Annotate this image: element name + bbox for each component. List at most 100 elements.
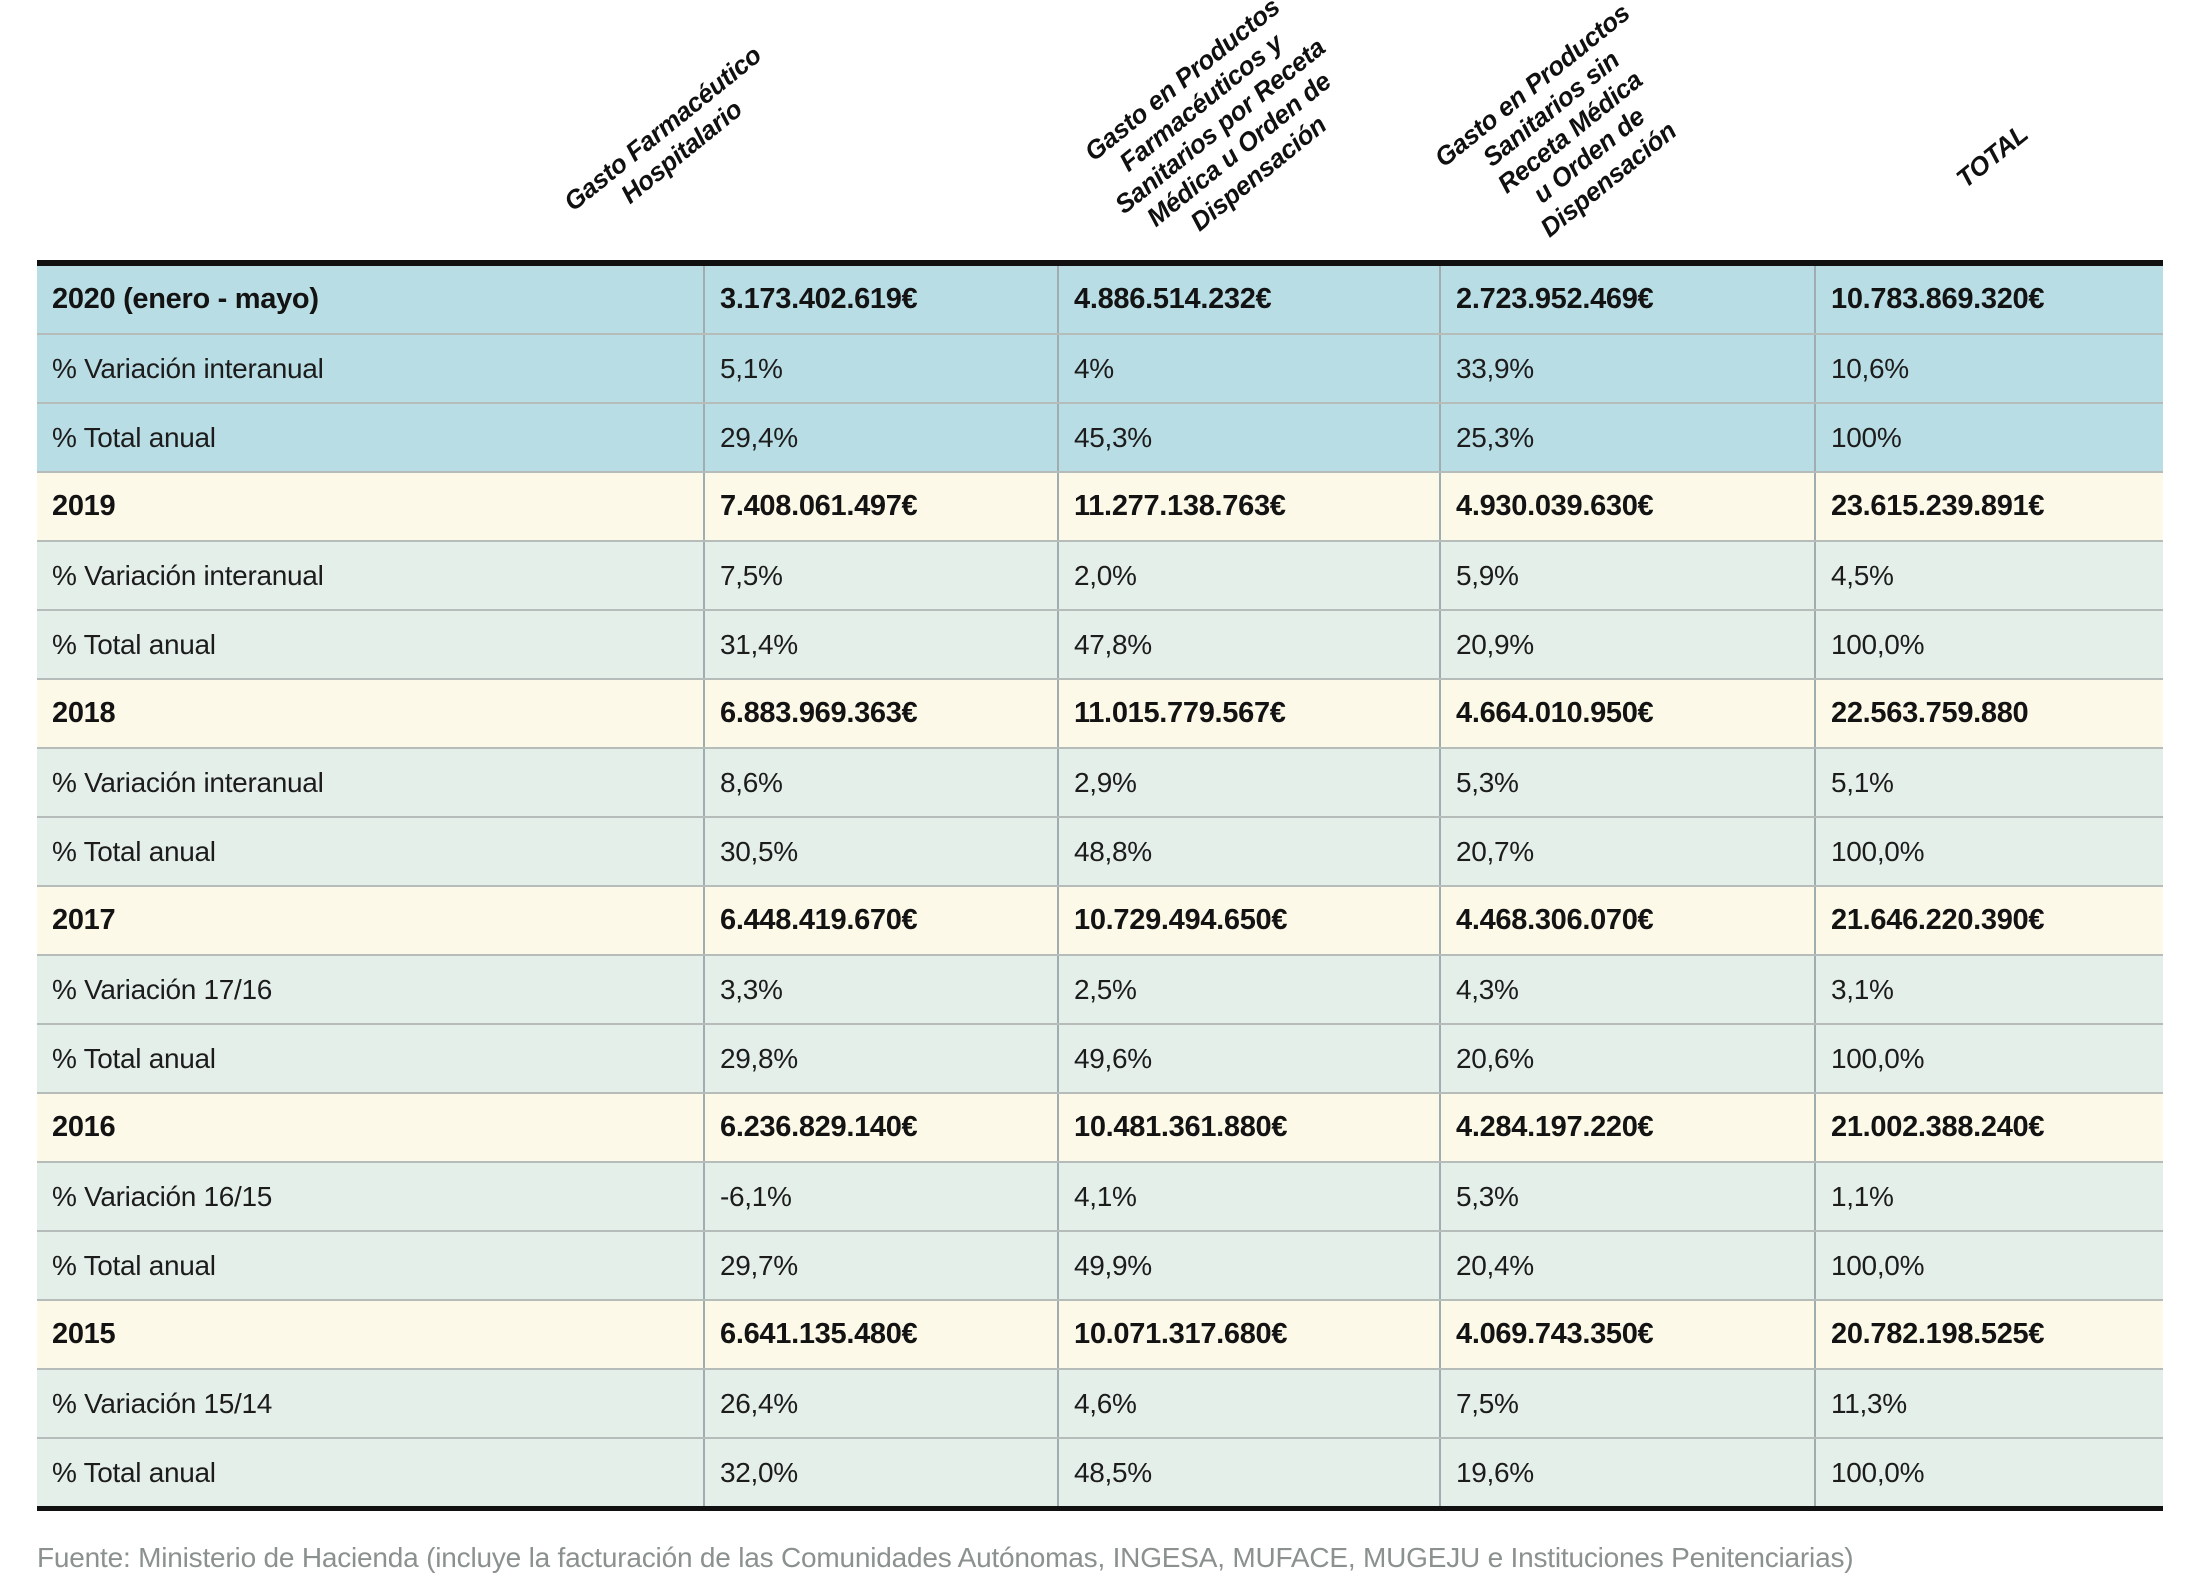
cell-value: 21.002.388.240€ [1814, 1094, 2163, 1161]
cell-value: 7.408.061.497€ [703, 473, 1057, 540]
cell-value: 4,1% [1057, 1163, 1439, 1230]
cell-value: 11.277.138.763€ [1057, 473, 1439, 540]
column-header-total: TOTAL [1950, 118, 2034, 194]
table-row-metric: % Total anual 32,0% 48,5% 19,6% 100,0% [37, 1437, 2163, 1506]
cell-value: 31,4% [703, 611, 1057, 678]
cell-value: 48,5% [1057, 1439, 1439, 1506]
cell-value: 20.782.198.525€ [1814, 1301, 2163, 1368]
table-row-year: 2018 6.883.969.363€ 11.015.779.567€ 4.664.0… [37, 678, 2163, 747]
row-label: % Variación 15/14 [52, 1387, 273, 1419]
cell-value: 2,9% [1057, 749, 1439, 816]
row-label: % Total anual [52, 835, 216, 867]
cell-value: -6,1% [703, 1163, 1057, 1230]
cell-value: 23.615.239.891€ [1814, 473, 2163, 540]
row-label: % Variación 16/15 [52, 1180, 273, 1212]
cell-value: 2.723.952.469€ [1439, 266, 1814, 333]
cell-value: 48,8% [1057, 818, 1439, 885]
cell-value: 29,8% [703, 1025, 1057, 1092]
table-row-metric: % Total anual 31,4% 47,8% 20,9% 100,0% [37, 609, 2163, 678]
table-row-year: 2016 6.236.829.140€ 10.481.361.880€ 4.284.1… [37, 1092, 2163, 1161]
cell-value: 100,0% [1814, 1232, 2163, 1299]
row-label: % Variación interanual [52, 352, 324, 384]
table-row-metric: % Total anual 29,4% 45,3% 25,3% 100% [37, 402, 2163, 471]
cell-value: 6.641.135.480€ [703, 1301, 1057, 1368]
row-label: % Total anual [52, 421, 216, 453]
cell-value: 5,1% [1814, 749, 2163, 816]
cell-value: 10.071.317.680€ [1057, 1301, 1439, 1368]
table-row-year: 2015 6.641.135.480€ 10.071.317.680€ 4.069.7… [37, 1299, 2163, 1368]
cell-value: 20,7% [1439, 818, 1814, 885]
cell-value: 10.481.361.880€ [1057, 1094, 1439, 1161]
cell-value: 47,8% [1057, 611, 1439, 678]
column-header-gasto-productos-sin-receta: Gasto en Productos Sanitarios sin Receta… [1428, 0, 1682, 243]
cell-value: 4.886.514.232€ [1057, 266, 1439, 333]
table-row-metric: % Total anual 29,8% 49,6% 20,6% 100,0% [37, 1023, 2163, 1092]
cell-value: 11.015.779.567€ [1057, 680, 1439, 747]
cell-value: 3,3% [703, 956, 1057, 1023]
row-label: % Total anual [52, 1042, 216, 1074]
cell-value: 4.284.197.220€ [1439, 1094, 1814, 1161]
table-row-metric: % Variación interanual 7,5% 2,0% 5,9% 4,5% [37, 540, 2163, 609]
cell-value: 2,0% [1057, 542, 1439, 609]
cell-value: 5,1% [703, 335, 1057, 402]
row-label: % Total anual [52, 1249, 216, 1281]
cell-value: 100,0% [1814, 818, 2163, 885]
cell-value: 26,4% [703, 1370, 1057, 1437]
table-row-metric: % Variación 16/15 -6,1% 4,1% 5,3% 1,1% [37, 1161, 2163, 1230]
row-label: % Total anual [52, 1456, 216, 1488]
table-row-metric: % Variación interanual 8,6% 2,9% 5,3% 5,1% [37, 747, 2163, 816]
cell-value: 45,3% [1057, 404, 1439, 471]
cell-value: 3.173.402.619€ [703, 266, 1057, 333]
cell-value: 4.468.306.070€ [1439, 887, 1814, 954]
data-table: 2020 (enero - mayo) 3.173.402.619€ 4.886.5… [37, 260, 2163, 1511]
cell-value: 49,9% [1057, 1232, 1439, 1299]
row-label: % Variación interanual [52, 766, 324, 798]
source-note: Fuente: Ministerio de Hacienda (incluye … [37, 1542, 1854, 1573]
cell-value: 4.069.743.350€ [1439, 1301, 1814, 1368]
row-label: 2015 [52, 1318, 116, 1350]
cell-value: 10.729.494.650€ [1057, 887, 1439, 954]
cell-value: 8,6% [703, 749, 1057, 816]
cell-value: 5,3% [1439, 749, 1814, 816]
column-header-gasto-productos-con-receta: Gasto en Productos Farmacéuticos y Sanit… [1078, 0, 1337, 237]
cell-value: 6.236.829.140€ [703, 1094, 1057, 1161]
row-label: 2016 [52, 1111, 116, 1143]
table-row-metric: % Variación 17/16 3,3% 2,5% 4,3% 3,1% [37, 954, 2163, 1023]
table-row-year: 2017 6.448.419.670€ 10.729.494.650€ 4.468.3… [37, 885, 2163, 954]
row-label: % Total anual [52, 628, 216, 660]
cell-value: 5,9% [1439, 542, 1814, 609]
cell-value: 22.563.759.880 [1814, 680, 2163, 747]
row-label: 2019 [52, 490, 116, 522]
row-label: % Variación 17/16 [52, 973, 273, 1005]
row-label: 2018 [52, 697, 116, 729]
cell-value: 29,7% [703, 1232, 1057, 1299]
cell-value: 10.783.869.320€ [1814, 266, 2163, 333]
cell-value: 20,4% [1439, 1232, 1814, 1299]
cell-value: 4,5% [1814, 542, 2163, 609]
cell-value: 100,0% [1814, 1025, 2163, 1092]
cell-value: 30,5% [703, 818, 1057, 885]
cell-value: 4.664.010.950€ [1439, 680, 1814, 747]
cell-value: 4% [1057, 335, 1439, 402]
cell-value: 100,0% [1814, 611, 2163, 678]
cell-value: 32,0% [703, 1439, 1057, 1506]
table-row-metric: % Total anual 30,5% 48,8% 20,7% 100,0% [37, 816, 2163, 885]
cell-value: 33,9% [1439, 335, 1814, 402]
table-row-metric: % Variación interanual 5,1% 4% 33,9% 10,6% [37, 333, 2163, 402]
cell-value: 7,5% [1439, 1370, 1814, 1437]
cell-value: 4,6% [1057, 1370, 1439, 1437]
cell-value: 1,1% [1814, 1163, 2163, 1230]
cell-value: 11,3% [1814, 1370, 2163, 1437]
table-row-metric: % Total anual 29,7% 49,9% 20,4% 100,0% [37, 1230, 2163, 1299]
row-label: % Variación interanual [52, 559, 324, 591]
cell-value: 25,3% [1439, 404, 1814, 471]
table-row-metric: % Variación 15/14 26,4% 4,6% 7,5% 11,3% [37, 1368, 2163, 1437]
cell-value: 21.646.220.390€ [1814, 887, 2163, 954]
cell-value: 19,6% [1439, 1439, 1814, 1506]
cell-value: 29,4% [703, 404, 1057, 471]
cell-value: 100% [1814, 404, 2163, 471]
table-row-year: 2020 (enero - mayo) 3.173.402.619€ 4.886.5… [37, 266, 2163, 333]
cell-value: 4,3% [1439, 956, 1814, 1023]
cell-value: 4.930.039.630€ [1439, 473, 1814, 540]
